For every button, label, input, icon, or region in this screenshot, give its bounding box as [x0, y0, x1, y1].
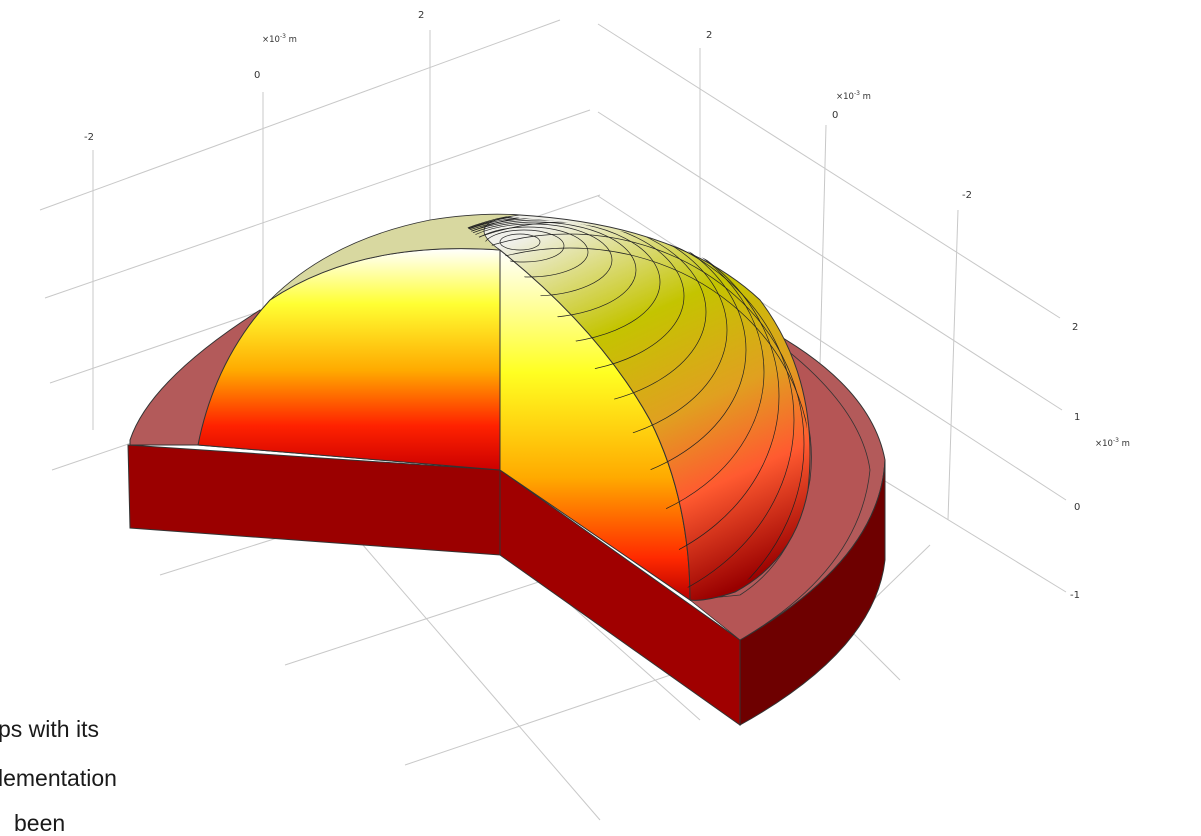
axis-labels: -2 0 2 ×10-3 m 2 0 -2 ×10-3 m 2 1 0 -1 ×… [84, 10, 1130, 601]
grid-lines [39, 19, 1067, 821]
right-axis-tick: 2 [706, 30, 712, 41]
right-axis-tick: 0 [832, 110, 838, 121]
back-axis-tick: 2 [418, 10, 424, 21]
back-axis-unit: ×10-3 m [262, 33, 297, 45]
vertical-axis-tick: 1 [1074, 412, 1080, 423]
right-axis-tick: -2 [962, 190, 972, 201]
dome-left-section [197, 248, 501, 471]
vertical-axis-tick: -1 [1070, 590, 1080, 601]
ring-outer-face [739, 459, 886, 726]
back-axis-tick: 0 [254, 70, 260, 81]
dome-cap [269, 213, 521, 301]
right-axis-unit: ×10-3 m [836, 90, 871, 102]
vertical-axis-unit: ×10-3 m [1095, 437, 1130, 449]
back-axis-tick: -2 [84, 132, 94, 143]
vertical-axis-tick: 0 [1074, 502, 1080, 513]
dome [197, 213, 811, 601]
vertical-axis-tick: 2 [1072, 322, 1078, 333]
